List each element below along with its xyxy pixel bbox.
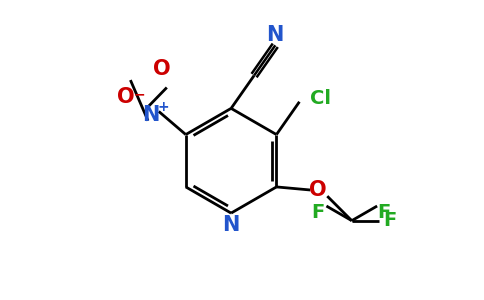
Text: F: F bbox=[383, 211, 396, 230]
Text: N: N bbox=[267, 25, 284, 44]
Text: Cl: Cl bbox=[310, 89, 332, 108]
Text: N: N bbox=[223, 215, 240, 236]
Text: +: + bbox=[158, 100, 169, 114]
Text: −: − bbox=[134, 87, 146, 101]
Text: F: F bbox=[378, 203, 391, 223]
Text: O: O bbox=[153, 59, 171, 79]
Text: O: O bbox=[309, 180, 327, 200]
Text: N: N bbox=[142, 104, 160, 124]
Text: F: F bbox=[311, 203, 324, 223]
Text: O: O bbox=[117, 87, 135, 107]
